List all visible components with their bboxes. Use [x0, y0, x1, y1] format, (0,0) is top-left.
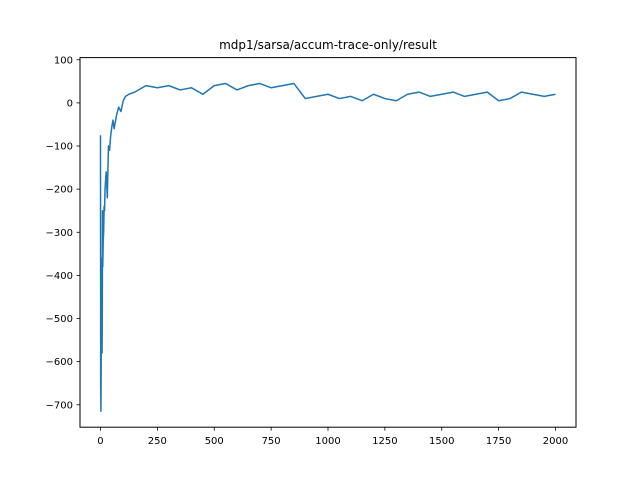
x-tick-label: 750 [262, 436, 281, 447]
x-axis: 0 250 500 750 1000 1250 1500 1750 2000 [97, 427, 568, 447]
series-line-0 [99, 82, 556, 412]
y-tick-label: 100 [54, 55, 73, 66]
y-tick-label: −600 [46, 357, 73, 368]
x-tick-label: 1500 [429, 436, 454, 447]
y-tick-label: 0 [67, 98, 73, 109]
y-tick-label: −300 [46, 228, 73, 239]
y-tick-label: −200 [46, 185, 73, 196]
y-axis: 100 0 −100 −200 −300 −400 −500 −600 −700 [46, 55, 80, 411]
x-tick-label: 500 [205, 436, 224, 447]
x-tick-label: 0 [97, 436, 103, 447]
y-tick-label: −400 [46, 271, 73, 282]
y-tick-label: −500 [46, 314, 73, 325]
x-tick-label: 1250 [372, 436, 397, 447]
y-tick-label: −100 [46, 142, 73, 153]
x-tick-label: 1750 [486, 436, 511, 447]
x-tick-label: 2000 [543, 436, 568, 447]
chart-title: mdp1/sarsa/accum-trace-only/result [219, 38, 437, 52]
x-tick-label: 1000 [315, 436, 340, 447]
y-tick-label: −700 [46, 400, 73, 411]
x-tick-label: 250 [148, 436, 167, 447]
plot-area [99, 82, 556, 412]
